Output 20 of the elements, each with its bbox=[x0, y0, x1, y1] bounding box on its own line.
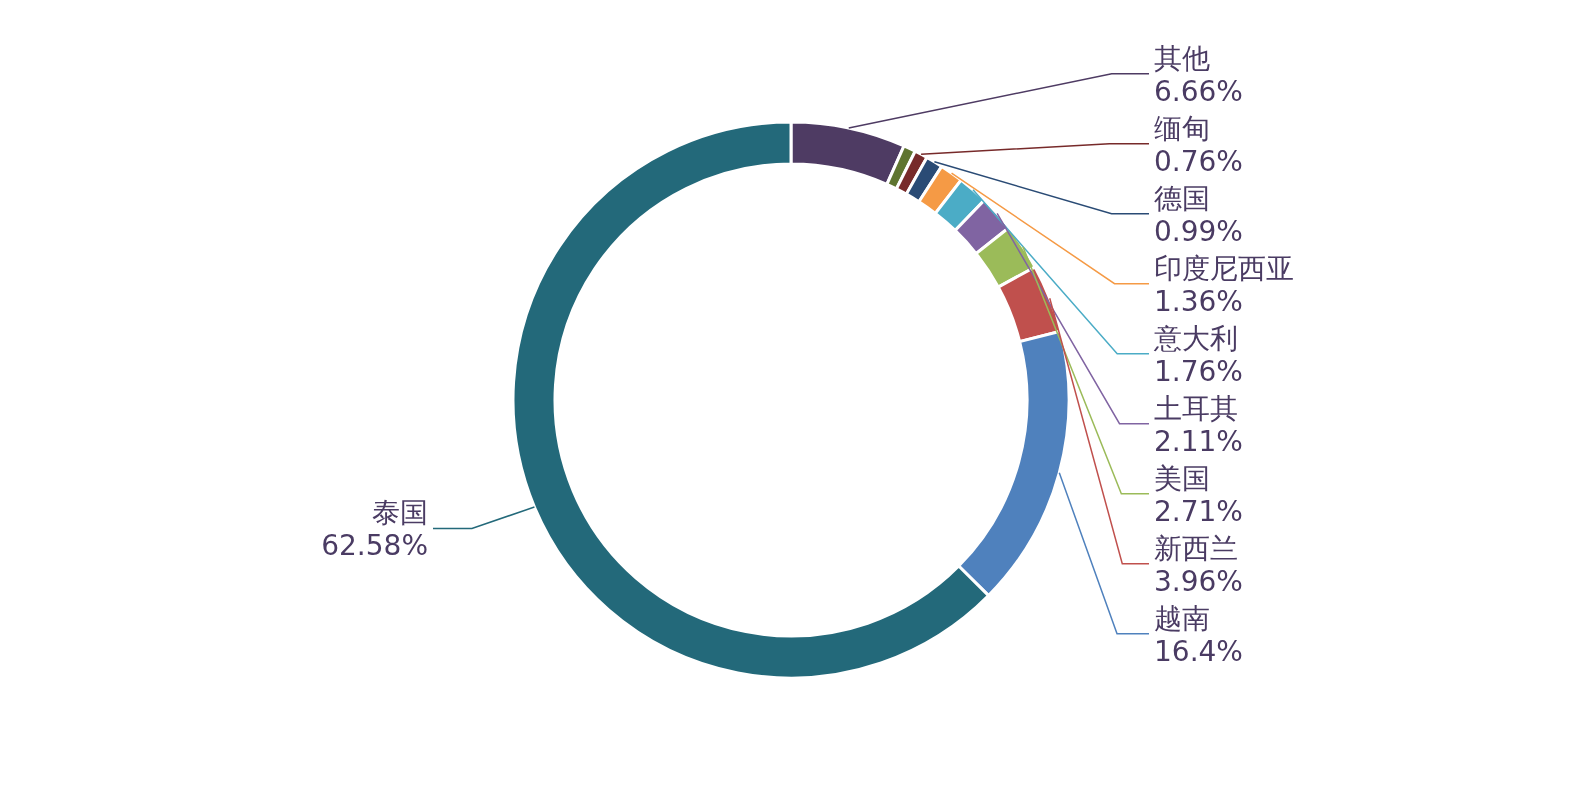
slice-label: 意大利 bbox=[1153, 321, 1238, 355]
data-label: 1.76% bbox=[1154, 354, 1243, 388]
data-label: 2.71% bbox=[1154, 494, 1243, 528]
slice-label: 印度尼西亚 bbox=[1154, 251, 1294, 285]
slice-label: 缅甸 bbox=[1154, 111, 1210, 145]
data-label: 16.4% bbox=[1154, 634, 1243, 668]
data-label: 0.76% bbox=[1154, 144, 1243, 178]
slice-label: 泰国 bbox=[372, 496, 428, 530]
data-label: 3.96% bbox=[1154, 564, 1243, 598]
slice-label: 其他 bbox=[1154, 41, 1210, 75]
slice-label: 越南 bbox=[1154, 601, 1210, 635]
slice-label: 美国 bbox=[1154, 461, 1210, 495]
data-label: 2.11% bbox=[1154, 424, 1243, 458]
data-label: 1.36% bbox=[1154, 284, 1243, 318]
data-label: 0.99% bbox=[1154, 214, 1243, 248]
data-label: 6.66% bbox=[1154, 74, 1243, 108]
slice-label: 德国 bbox=[1154, 181, 1210, 215]
slice-label: 土耳其 bbox=[1154, 391, 1238, 425]
slice-label: 新西兰 bbox=[1154, 531, 1238, 565]
data-label: 62.58% bbox=[321, 529, 428, 563]
